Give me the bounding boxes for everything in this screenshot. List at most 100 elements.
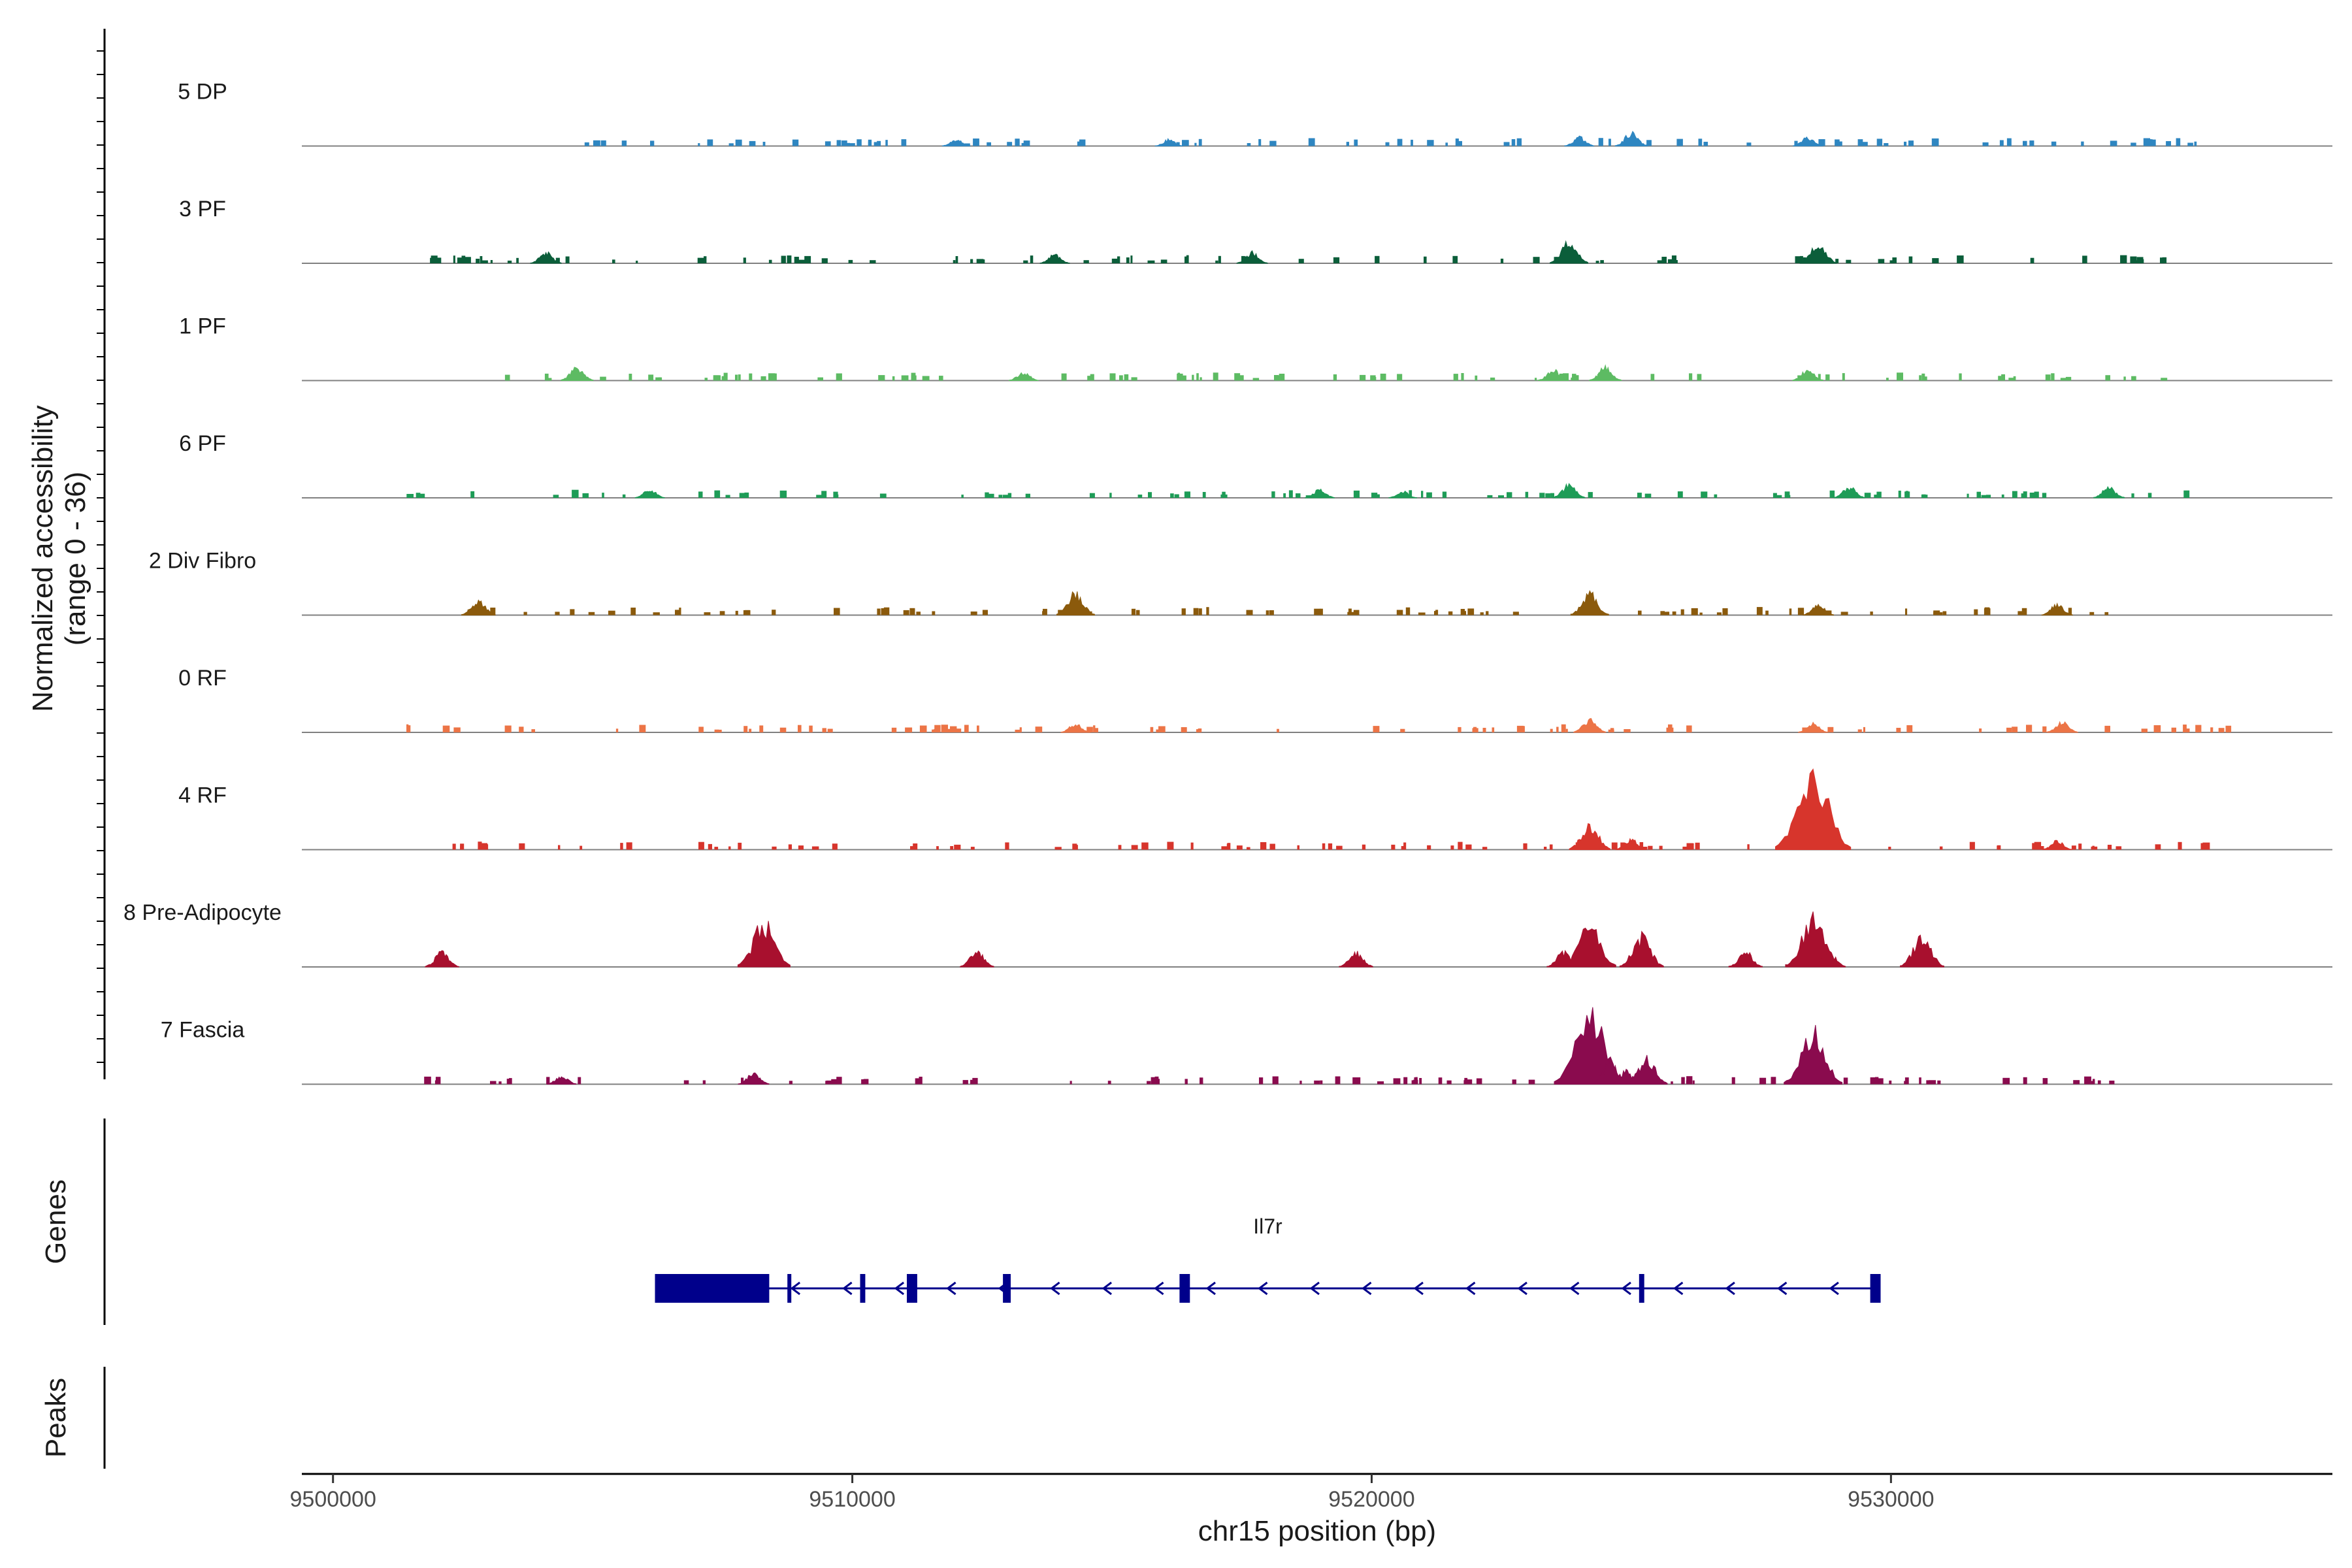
coverage-bar (481, 843, 487, 850)
coverage-bar (1884, 143, 1889, 146)
coverage-bar (1942, 611, 1947, 615)
coverage-bar (1252, 378, 1260, 381)
strand-arrow-icon (1154, 1281, 1164, 1296)
coverage-bar (1922, 376, 1927, 381)
coverage-peak (561, 367, 594, 381)
coverage-bar (1503, 142, 1510, 146)
coverage-bar (1079, 139, 1086, 146)
coverage-bar (1403, 1077, 1408, 1085)
coverage-bar (1908, 256, 1913, 263)
coverage-bar (544, 373, 549, 381)
coverage-bar (1795, 256, 1801, 263)
track-0-rf: 0 RF (178, 666, 2332, 733)
coverage-bar (714, 729, 719, 732)
coverage-bar (781, 255, 786, 263)
coverage-bar (759, 725, 764, 732)
coverage-bar (1206, 607, 1209, 615)
coverage-bar (1800, 255, 1803, 263)
coverage-bar (1549, 844, 1553, 850)
coverage-bar (481, 260, 488, 263)
coverage-bar (1385, 142, 1390, 146)
coverage-bar (1247, 143, 1250, 146)
coverage-bar (1074, 845, 1078, 850)
coverage-bar (1480, 612, 1484, 615)
coverage-bar (584, 142, 589, 146)
coverage-bar (1588, 492, 1593, 498)
gene-exon (860, 1274, 866, 1303)
coverage-peak (1614, 131, 1648, 146)
strand-arrow-icon (790, 1281, 801, 1296)
track-label: 3 PF (179, 197, 226, 221)
coverage-bar (639, 725, 646, 732)
coverage-bar (1876, 139, 1883, 146)
coverage-bar (932, 729, 934, 732)
coverage-peak (738, 1072, 770, 1085)
coverage-bar (2023, 140, 2027, 146)
coverage-bar (1794, 140, 1798, 146)
coverage-bar (588, 612, 595, 615)
coverage-bar (816, 495, 822, 498)
coverage-bar (504, 374, 510, 381)
coverage-bar (1193, 608, 1199, 615)
coverage-bar (1672, 611, 1676, 615)
coverage-bar (1190, 842, 1194, 850)
coverage-bar (418, 493, 425, 498)
coverage-bar (1511, 139, 1516, 146)
coverage-bar (1353, 610, 1360, 615)
coverage-bar (1473, 727, 1477, 732)
coverage-bar (1461, 373, 1464, 381)
coverage-bar (1698, 139, 1703, 146)
coverage-bar (2068, 608, 2072, 615)
coverage-bar (725, 495, 730, 498)
y-axis-range-label: (range 0 - 36) (59, 472, 91, 646)
coverage-bar (1644, 493, 1652, 498)
coverage-bar (1919, 1077, 1921, 1085)
coverage-bar (741, 1077, 744, 1085)
coverage-bar (572, 491, 575, 498)
coverage-bar (723, 372, 728, 381)
coverage-bar (749, 728, 752, 732)
coverage-bar (1380, 373, 1386, 381)
coverage-bar (1035, 727, 1043, 732)
coverage-bar (406, 494, 414, 498)
coverage-peak (2041, 602, 2073, 615)
coverage-bar (1070, 1081, 1072, 1085)
coverage-bar (1458, 140, 1462, 146)
coverage-bar (1322, 843, 1326, 850)
coverage-bar (1600, 260, 1604, 263)
coverage-peak (737, 921, 791, 968)
coverage-bar (519, 843, 525, 850)
coverage-bar (1246, 610, 1253, 615)
strand-arrow-icon (946, 1281, 956, 1296)
coverage-bar (779, 727, 787, 732)
coverage-bar (1239, 375, 1244, 381)
coverage-bar (1391, 844, 1396, 850)
coverage-bar (1297, 845, 1299, 850)
coverage-bar (1346, 142, 1349, 146)
coverage-bar (760, 376, 766, 381)
gene-exon (907, 1274, 917, 1303)
coverage-bar (582, 493, 589, 498)
coverage-peak (1570, 590, 1609, 615)
coverage-bar (1335, 1076, 1341, 1085)
coverage-bar (2030, 257, 2034, 263)
coverage-bar (905, 727, 913, 732)
coverage-bar (1703, 142, 1708, 146)
coverage-bar (1354, 139, 1358, 146)
coverage-bar (1904, 1077, 1909, 1085)
coverage-bar (1184, 256, 1189, 263)
coverage-bar (442, 725, 450, 732)
coverage-bar (1415, 1077, 1418, 1085)
coverage-bar (1861, 142, 1868, 146)
coverage-bar (650, 140, 655, 146)
coverage-bar (498, 1081, 502, 1085)
coverage-bar (1130, 255, 1133, 263)
coverage-bar (1905, 491, 1908, 498)
coverage-bar (1982, 142, 1989, 146)
coverage-bar (509, 1078, 512, 1085)
track-5-dp: 5 DP (178, 80, 2332, 147)
coverage-bar (1561, 724, 1566, 732)
coverage-bar (1093, 725, 1096, 732)
track-4-rf: 4 RF (178, 768, 2332, 851)
coverage-bar (831, 1079, 838, 1085)
